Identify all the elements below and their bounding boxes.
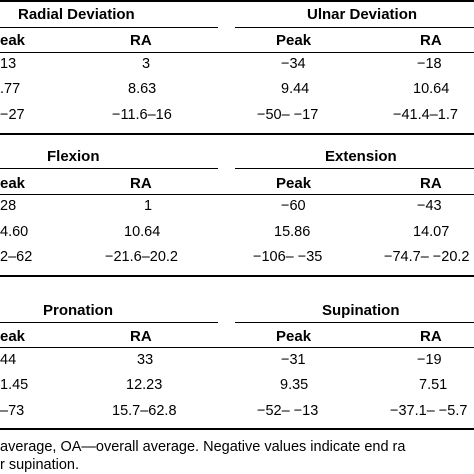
table-cell: 3 <box>142 56 151 72</box>
table-cell: 8.63 <box>128 81 157 97</box>
section-title-right: Ulnar Deviation <box>307 6 418 23</box>
col-header: eak <box>0 328 26 345</box>
table-cell: −106– −35 <box>253 249 323 265</box>
table-cell: −41.4–1.7 <box>393 107 458 123</box>
table-cell: 7.51 <box>419 377 448 393</box>
footnote-line: r supination. <box>0 457 79 473</box>
section-title-left: Flexion <box>47 148 100 165</box>
table-cell: −18 <box>417 56 442 72</box>
col-header: RA <box>130 32 152 49</box>
table-cell: −43 <box>417 198 442 214</box>
top-rule <box>0 0 474 2</box>
table-cell: −34 <box>281 56 306 72</box>
table-cell: 4.60 <box>0 224 29 240</box>
group-rule-left <box>0 168 218 169</box>
table-cell: 2–62 <box>0 249 33 265</box>
col-header: Peak <box>276 32 312 49</box>
col-header: eak <box>0 32 26 49</box>
table-cell: 28 <box>0 198 17 214</box>
table-cell: 12.23 <box>126 377 163 393</box>
group-rule-right <box>235 168 474 169</box>
table-cell: 13 <box>0 56 17 72</box>
col-header: RA <box>130 328 152 345</box>
col-header: RA <box>420 175 442 192</box>
header-rule <box>0 194 474 195</box>
group-rule-right <box>235 322 474 323</box>
table-cell: 15.86 <box>274 224 311 240</box>
table-cell: 1 <box>144 198 153 214</box>
section-title-right: Extension <box>325 148 397 165</box>
header-rule <box>0 347 474 348</box>
table-cell: −11.6–16 <box>112 107 172 123</box>
group-rule-right <box>235 27 474 28</box>
table-cell: −31 <box>281 352 306 368</box>
col-header: Peak <box>276 328 312 345</box>
table-cell: −50– −17 <box>257 107 319 123</box>
group-rule-left <box>0 322 218 323</box>
section-rule <box>0 133 474 135</box>
col-header: RA <box>420 328 442 345</box>
table-cell: 9.44 <box>281 81 310 97</box>
table-cell: –73 <box>0 403 25 419</box>
table-cell: −60 <box>281 198 306 214</box>
table-cell: −19 <box>417 352 442 368</box>
table-cell: 44 <box>0 352 17 368</box>
section-title-left: Radial Deviation <box>18 6 135 23</box>
section-rule <box>0 275 474 277</box>
table-cell: −37.1– −5.7 <box>390 403 468 419</box>
table-cell: 33 <box>137 352 154 368</box>
table-cell: 1.45 <box>0 377 29 393</box>
bottom-rule <box>0 428 474 430</box>
table-cell: −27 <box>0 107 25 123</box>
col-header: RA <box>130 175 152 192</box>
col-header: RA <box>420 32 442 49</box>
header-rule <box>0 52 474 53</box>
table-cell: −52– −13 <box>257 403 319 419</box>
table-cell: −74.7– −20.2 <box>384 249 470 265</box>
col-header: Peak <box>276 175 312 192</box>
table-cell: .77 <box>0 81 21 97</box>
table-cell: −21.6–20.2 <box>105 249 178 265</box>
col-header: eak <box>0 175 26 192</box>
group-rule-left <box>0 27 218 28</box>
footnote-line: average, OA—overall average. Negative va… <box>0 439 406 455</box>
section-title-right: Supination <box>322 302 400 319</box>
table-cell: 10.64 <box>413 81 450 97</box>
table-cell: 14.07 <box>413 224 450 240</box>
table-cell: 10.64 <box>124 224 161 240</box>
table-cell: 9.35 <box>280 377 309 393</box>
table-cell: 15.7–62.8 <box>112 403 177 419</box>
section-title-left: Pronation <box>43 302 113 319</box>
